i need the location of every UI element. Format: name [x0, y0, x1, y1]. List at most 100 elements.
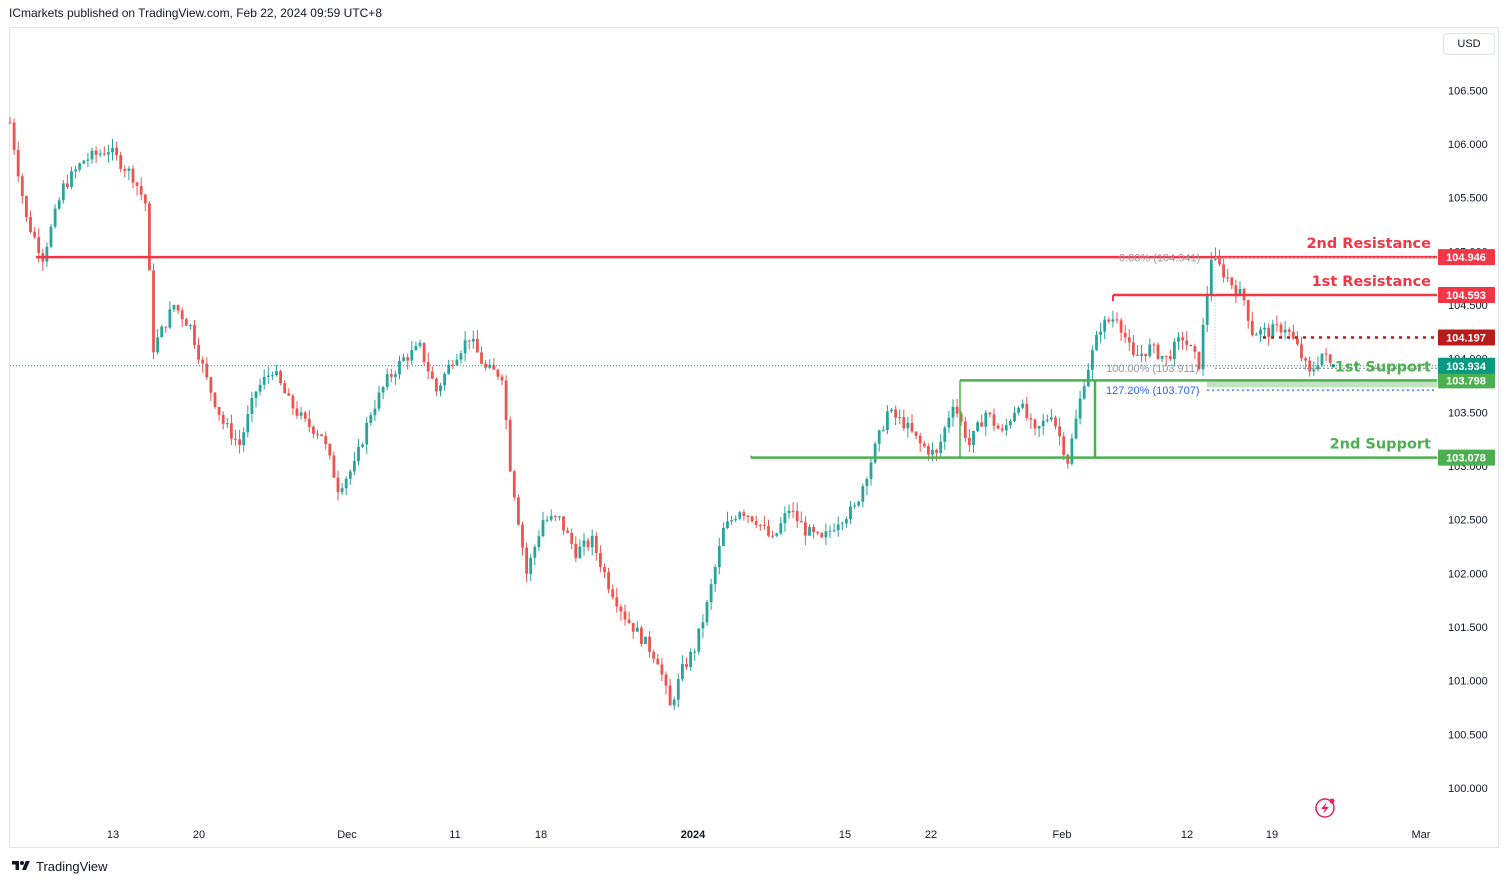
y-tick-label: 100.500: [1448, 729, 1488, 741]
candle-body: [33, 231, 36, 238]
candle-body: [615, 597, 619, 607]
candle-body: [20, 176, 24, 197]
candle-body: [1050, 417, 1053, 420]
candle-body: [619, 606, 623, 612]
candle-body: [463, 340, 467, 354]
candle-body: [422, 342, 426, 362]
candle-body: [808, 526, 811, 536]
y-tick-label: 102.500: [1448, 515, 1488, 527]
candle-body: [316, 433, 319, 435]
candle-body: [312, 426, 315, 434]
y-tick-label: 106.500: [1448, 85, 1488, 97]
candle-body: [439, 385, 442, 392]
price-tag: 104.593: [1438, 287, 1495, 304]
candle-body: [898, 416, 902, 418]
x-tick-label: 18: [535, 829, 547, 841]
candle-body: [787, 510, 791, 514]
lightning-icon-bolt: [1321, 802, 1329, 814]
candle-body: [1234, 285, 1238, 296]
price-tag-bg: [1438, 449, 1495, 466]
lightning-icon[interactable]: [1315, 798, 1335, 818]
candle-body: [865, 479, 869, 487]
x-tick-label: 2024: [681, 829, 706, 841]
currency-button[interactable]: USD: [1443, 33, 1495, 55]
candle-body: [385, 374, 389, 388]
candle-body: [861, 486, 865, 502]
candle-body: [451, 364, 455, 366]
candle-body: [1054, 417, 1057, 427]
candle-body: [849, 506, 852, 520]
candle-body: [238, 439, 241, 446]
candle-body: [1127, 337, 1131, 343]
fib-label-0: 0.00% (104.941): [1119, 253, 1200, 265]
candle-body: [381, 387, 385, 393]
candle-body: [820, 533, 824, 538]
candle-body: [426, 361, 430, 372]
candle-body: [644, 636, 647, 644]
candle-body: [824, 531, 828, 538]
price-tag-value: 103.078: [1446, 453, 1486, 465]
candle-body: [931, 449, 934, 455]
candle-body: [869, 462, 873, 480]
candle-body: [697, 628, 701, 652]
candle-body: [1013, 412, 1016, 422]
candle-body: [1086, 369, 1090, 387]
candle-body: [1275, 324, 1279, 326]
candle-body: [689, 651, 692, 667]
candle-body: [410, 350, 414, 361]
candle-body: [295, 408, 299, 416]
candle-body: [377, 392, 381, 409]
candle-body: [504, 380, 508, 420]
candle-body: [812, 526, 815, 533]
candle-body: [1123, 332, 1127, 338]
price-tag-bg: [1438, 372, 1495, 389]
candle-body: [939, 441, 943, 453]
candle-body: [558, 516, 561, 518]
candle-body: [1209, 259, 1213, 295]
candle-body: [156, 337, 159, 353]
candle-body: [1181, 337, 1184, 341]
candle-body: [1091, 350, 1094, 370]
candle-body: [492, 364, 496, 370]
candle-body: [1017, 407, 1020, 413]
candle-body: [271, 375, 274, 377]
candle-body: [791, 510, 795, 512]
candle-body: [512, 471, 516, 498]
candle-body: [578, 546, 582, 559]
price-tag-bg: [1438, 287, 1495, 304]
candle-body: [722, 527, 725, 546]
candle-body: [176, 305, 180, 311]
candle-body: [709, 584, 713, 603]
candle-body: [254, 391, 258, 398]
price-tag-bg: [1438, 249, 1495, 266]
candle-body: [1045, 419, 1049, 421]
candle-body: [1173, 341, 1176, 360]
price-tag-value: 104.593: [1446, 290, 1486, 302]
candle-body: [1062, 436, 1066, 455]
candle-body: [845, 519, 848, 524]
price-tag-bg: [1438, 357, 1495, 374]
candle-body: [1291, 331, 1295, 339]
price-tag-value: 103.934: [1446, 361, 1487, 373]
candle-body: [742, 512, 746, 516]
candle-body: [668, 685, 672, 706]
candle-body: [976, 422, 979, 431]
candle-body: [1197, 351, 1201, 370]
candle-body: [1279, 324, 1283, 333]
candle-body: [775, 533, 779, 536]
candle-body: [1004, 425, 1008, 431]
candle-body: [1304, 358, 1307, 361]
candle-body: [951, 406, 955, 418]
footer: TradingView: [10, 857, 108, 875]
candle-body: [1029, 418, 1033, 420]
candle-body: [123, 168, 127, 171]
candle-body: [890, 409, 893, 412]
candle-body: [804, 522, 807, 536]
chart-frame[interactable]: [9, 27, 1499, 848]
candle-body: [1021, 403, 1025, 408]
candle-body: [660, 664, 664, 675]
candle-body: [353, 461, 356, 472]
candle-body: [1177, 337, 1180, 342]
x-tick-label: Feb: [1053, 829, 1072, 841]
